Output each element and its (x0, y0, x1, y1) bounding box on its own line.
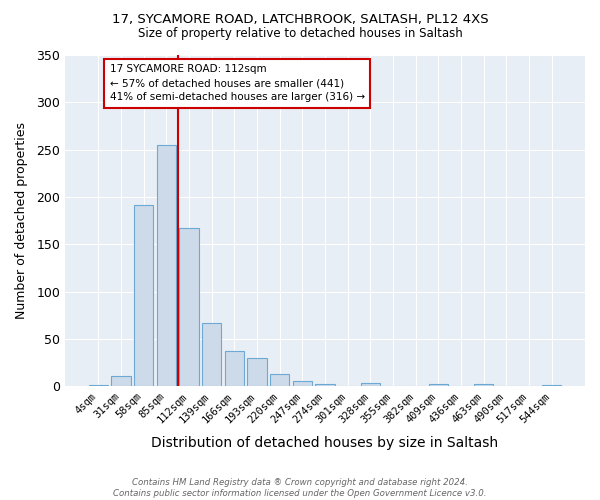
Bar (361, 382, 380, 386)
Bar (474, 384, 493, 386)
Text: Size of property relative to detached houses in Saltash: Size of property relative to detached ho… (137, 28, 463, 40)
Bar (112, 376, 131, 386)
Text: Contains HM Land Registry data ® Crown copyright and database right 2024.
Contai: Contains HM Land Registry data ® Crown c… (113, 478, 487, 498)
Bar (293, 381, 312, 386)
Bar (202, 323, 221, 386)
Bar (270, 374, 289, 386)
Bar (89, 384, 108, 386)
Bar (316, 384, 335, 386)
Bar (542, 384, 562, 386)
Bar (157, 145, 176, 386)
Y-axis label: Number of detached properties: Number of detached properties (15, 122, 28, 319)
Bar (429, 384, 448, 386)
Text: 17 SYCAMORE ROAD: 112sqm
← 57% of detached houses are smaller (441)
41% of semi-: 17 SYCAMORE ROAD: 112sqm ← 57% of detach… (110, 64, 365, 102)
Bar (247, 358, 266, 386)
X-axis label: Distribution of detached houses by size in Saltash: Distribution of detached houses by size … (151, 436, 499, 450)
Bar (179, 228, 199, 386)
Bar (225, 352, 244, 386)
Text: 17, SYCAMORE ROAD, LATCHBROOK, SALTASH, PL12 4XS: 17, SYCAMORE ROAD, LATCHBROOK, SALTASH, … (112, 12, 488, 26)
Bar (134, 204, 154, 386)
